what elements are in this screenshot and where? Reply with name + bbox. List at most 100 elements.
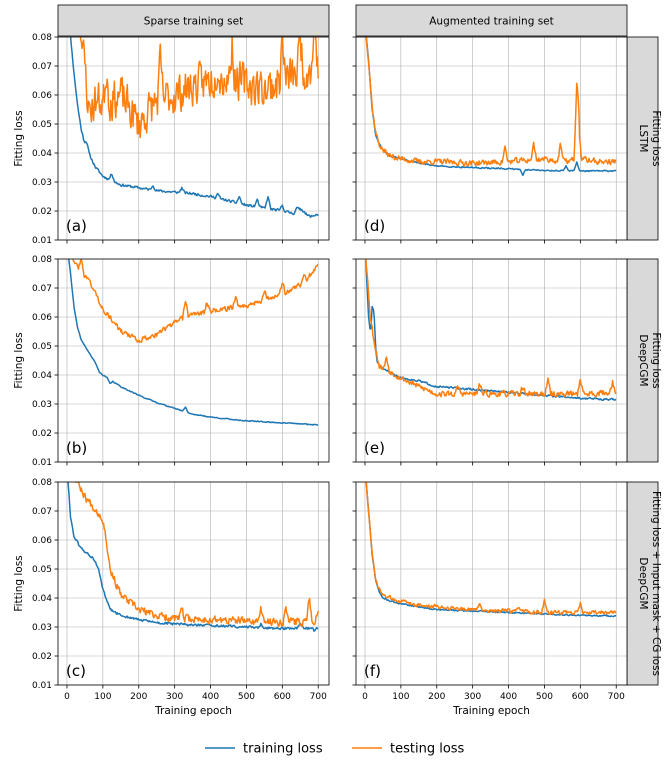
ytick-label: 0.08	[32, 33, 52, 43]
xtick-label: 500	[238, 692, 255, 702]
plot-area	[356, 482, 627, 685]
xtick-label: 600	[274, 692, 291, 702]
series-line-training	[365, 37, 617, 177]
panel-c: 0.01 0.02 0.03 0.04 0.05 0.06 0.07 0.08 0 100 200 3…	[13, 478, 330, 717]
series-line-training	[364, 259, 617, 401]
strip-subtitle-deepcgm: Fitting loss	[650, 332, 662, 388]
series-line-testing	[72, 259, 319, 343]
row-strip-deepcgm-mask: DeepCGM Fitting loss + Input mask + CG l…	[626, 481, 662, 686]
xtick-label: 100	[94, 692, 111, 702]
plot-area	[356, 259, 627, 462]
panel-tag: (e)	[364, 439, 385, 457]
strip-background	[57, 4, 330, 37]
plot-frame	[355, 258, 628, 463]
series-line-training	[68, 259, 319, 426]
series-line-testing	[79, 37, 319, 139]
strip-subtitle-deepcgm-mask: Fitting loss + Input mask + CG loss	[650, 491, 662, 676]
ytick-label: 0.03	[32, 623, 52, 633]
ytick-label: 0.06	[32, 536, 52, 546]
ytick-label: 0.06	[32, 313, 52, 323]
plot-area	[356, 37, 627, 240]
ytick-label: 0.05	[32, 120, 52, 130]
plot-frame	[355, 481, 628, 686]
series-group	[69, 37, 319, 219]
strip-title-lstm: LSTM	[637, 125, 649, 153]
xtick-label: 400	[500, 692, 517, 702]
panel-f: 0 100 200 300 400 500 600 700 Training epoch (f)	[352, 481, 628, 717]
panel-tag: (c)	[66, 662, 86, 680]
plot-frame	[57, 36, 330, 241]
row-strip-deepcgm: DeepCGM Fitting loss	[626, 258, 662, 463]
column-strip-augmented: Augmented training set	[355, 4, 628, 37]
plot-frame	[355, 36, 628, 241]
strip-title-augmented: Augmented training set	[429, 16, 554, 28]
xtick-label: 200	[428, 692, 445, 702]
plot-frame	[57, 481, 330, 686]
plot-frame	[57, 258, 330, 463]
legend: training loss testing loss	[205, 742, 465, 757]
ytick-label: 0.08	[32, 255, 52, 265]
ytick-label: 0.07	[32, 507, 52, 517]
strip-background	[355, 4, 628, 37]
plot-area	[58, 259, 329, 462]
strip-subtitle-lstm: Fitting loss	[650, 110, 662, 166]
ytick-label: 0.01	[32, 236, 52, 246]
xtick-label: 500	[536, 692, 553, 702]
xtick-label: 300	[166, 692, 183, 702]
ytick-label: 0.03	[32, 400, 52, 410]
y-axis-label: Fitting loss	[13, 332, 25, 388]
ytick-label: 0.06	[32, 91, 52, 101]
panel-e: (e)	[352, 258, 628, 466]
series-group	[365, 37, 617, 177]
ytick-label: 0.02	[32, 429, 52, 439]
ytick-label: 0.02	[32, 207, 52, 217]
strip-background	[626, 481, 659, 686]
legend-label-training: training loss	[243, 742, 323, 757]
x-axis-label: Training epoch	[452, 705, 530, 717]
xtick-label: 100	[392, 692, 409, 702]
y-axis-label: Fitting loss	[13, 555, 25, 611]
panel-b: 0.01 0.02 0.03 0.04 0.05 0.06 0.07 0.08 Fitting …	[13, 255, 330, 468]
plot-area	[58, 37, 329, 240]
panel-a: 0.01 0.02 0.03 0.04 0.05 0.06 0.07 0.08 Fitting …	[13, 33, 330, 246]
xtick-label: 400	[202, 692, 219, 702]
strip-title-deepcgm-mask: DeepCGM	[637, 557, 649, 609]
y-axis-label: Fitting loss	[13, 110, 25, 166]
xtick-label: 0	[362, 692, 368, 702]
series-line-training	[69, 37, 319, 219]
series-line-testing	[365, 482, 617, 616]
series-group	[365, 482, 617, 618]
ytick-label: 0.03	[32, 178, 52, 188]
ytick-label: 0.04	[32, 594, 52, 604]
strip-background	[626, 36, 659, 241]
series-line-testing	[365, 37, 617, 167]
row-strip-lstm: LSTM Fitting loss	[626, 36, 662, 241]
panel-tag: (b)	[66, 439, 87, 457]
legend-label-testing: testing loss	[390, 742, 465, 757]
ytick-label: 0.02	[32, 652, 52, 662]
xtick-label: 200	[130, 692, 147, 702]
ytick-label: 0.04	[32, 149, 52, 159]
series-line-training	[365, 482, 617, 618]
panel-tag: (a)	[66, 217, 87, 235]
ytick-label: 0.01	[32, 458, 52, 468]
strip-background	[626, 258, 659, 463]
panel-grid: 0.01 0.02 0.03 0.04 0.05 0.06 0.07 0.08 Fitting …	[13, 33, 628, 717]
ytick-label: 0.04	[32, 371, 52, 381]
strip-title-sparse: Sparse training set	[144, 16, 243, 28]
plot-area	[58, 482, 329, 685]
column-strip-sparse: Sparse training set	[57, 4, 330, 37]
strip-title-deepcgm: DeepCGM	[637, 334, 649, 386]
panel-d: (d)	[352, 36, 628, 244]
series-line-testing	[365, 259, 617, 399]
ytick-label: 0.08	[32, 478, 52, 488]
xtick-label: 700	[608, 692, 625, 702]
panel-tag: (d)	[364, 217, 385, 235]
series-group	[67, 482, 319, 632]
xtick-label: 700	[310, 692, 327, 702]
xtick-label: 600	[572, 692, 589, 702]
xtick-label: 0	[64, 692, 70, 702]
ytick-label: 0.05	[32, 565, 52, 575]
ytick-label: 0.07	[32, 62, 52, 72]
